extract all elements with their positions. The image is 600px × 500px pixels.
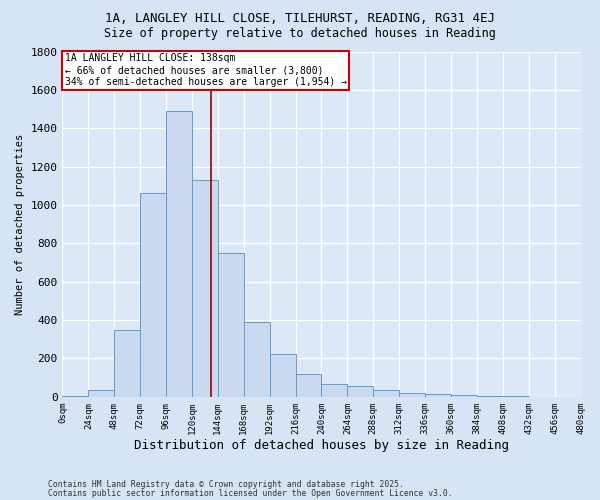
Text: Contains HM Land Registry data © Crown copyright and database right 2025.: Contains HM Land Registry data © Crown c… [48,480,404,489]
Bar [296,374,322,397]
Bar [166,111,192,397]
Bar [477,396,503,397]
Bar [347,386,373,397]
Bar [88,390,114,397]
Bar [399,393,425,397]
Bar [451,395,477,397]
X-axis label: Distribution of detached houses by size in Reading: Distribution of detached houses by size … [134,440,509,452]
Bar [218,253,244,397]
Bar [322,384,347,397]
Bar [114,330,140,397]
Bar [244,322,269,397]
Text: 1A LANGLEY HILL CLOSE: 138sqm
← 66% of detached houses are smaller (3,800)
34% o: 1A LANGLEY HILL CLOSE: 138sqm ← 66% of d… [65,54,347,86]
Bar [425,394,451,397]
Text: Size of property relative to detached houses in Reading: Size of property relative to detached ho… [104,28,496,40]
Bar [192,180,218,397]
Text: 1A, LANGLEY HILL CLOSE, TILEHURST, READING, RG31 4EJ: 1A, LANGLEY HILL CLOSE, TILEHURST, READI… [105,12,495,26]
Bar [269,354,296,397]
Bar [140,194,166,397]
Bar [373,390,399,397]
Text: Contains public sector information licensed under the Open Government Licence v3: Contains public sector information licen… [48,488,452,498]
Y-axis label: Number of detached properties: Number of detached properties [15,134,25,315]
